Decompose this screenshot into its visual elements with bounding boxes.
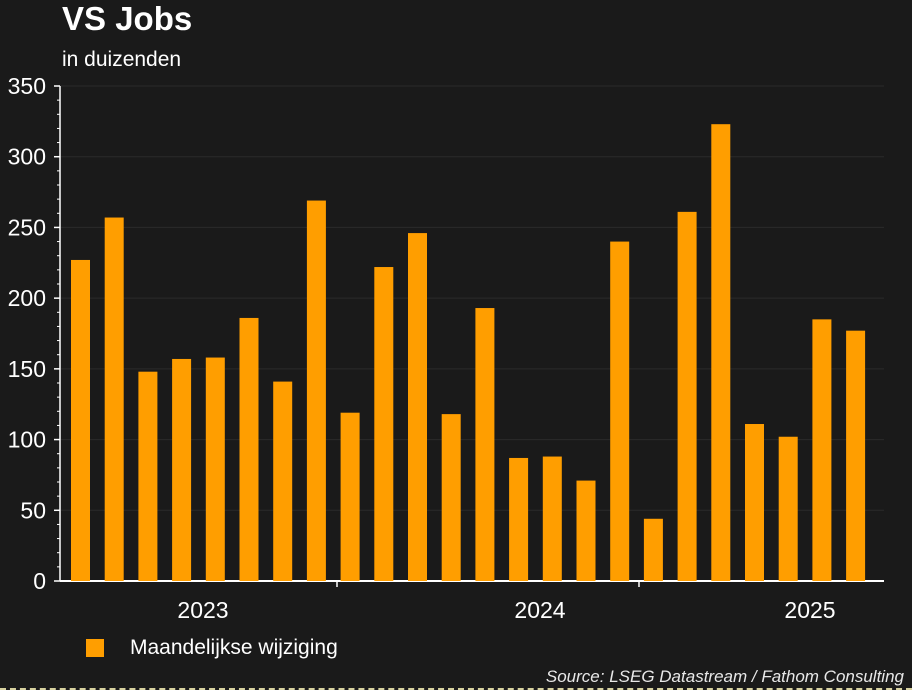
bar xyxy=(239,317,259,581)
legend-swatch xyxy=(86,639,104,657)
y-tick-label: 150 xyxy=(8,356,46,382)
y-tick-label: 350 xyxy=(8,73,46,99)
bar xyxy=(408,233,427,582)
y-tick-label: 250 xyxy=(8,214,46,240)
bar xyxy=(374,267,394,581)
bar xyxy=(610,241,630,582)
chart-subtitle: in duizenden xyxy=(62,48,182,71)
x-year-label: 2025 xyxy=(784,597,835,623)
legend-label: Maandelijkse wijziging xyxy=(130,636,338,659)
y-tick-label: 50 xyxy=(20,497,46,523)
bar xyxy=(138,371,158,581)
x-year-label: 2023 xyxy=(177,597,228,623)
y-tick-label: 0 xyxy=(33,568,46,594)
legend: Maandelijkse wijziging xyxy=(86,636,338,660)
y-tick-label: 200 xyxy=(8,285,46,311)
y-tick-label: 100 xyxy=(8,427,46,453)
bar xyxy=(745,424,764,581)
chart-title: VS Jobs xyxy=(62,0,193,37)
bar xyxy=(677,211,697,581)
bar xyxy=(812,319,832,581)
x-year-label: 2024 xyxy=(514,597,565,623)
bar xyxy=(71,259,90,581)
y-tick-label: 300 xyxy=(8,144,46,170)
bar xyxy=(306,200,326,582)
bar xyxy=(846,330,866,581)
bar xyxy=(441,414,461,581)
bar xyxy=(205,357,225,581)
bar xyxy=(273,381,293,581)
bar xyxy=(172,358,192,581)
bar xyxy=(340,412,360,581)
bar xyxy=(509,457,529,581)
bottom-divider xyxy=(0,688,912,690)
bar xyxy=(711,124,731,581)
bar xyxy=(576,480,596,581)
bar xyxy=(778,436,798,581)
bar xyxy=(643,518,663,581)
bar xyxy=(542,456,562,581)
bar-chart: 0 50 100 150 200 250 300 350 2023 2024 2025 xyxy=(8,73,884,623)
bar xyxy=(475,308,495,581)
source-note: Source: LSEG Datastream / Fathom Consult… xyxy=(545,667,904,686)
bar xyxy=(104,217,124,581)
